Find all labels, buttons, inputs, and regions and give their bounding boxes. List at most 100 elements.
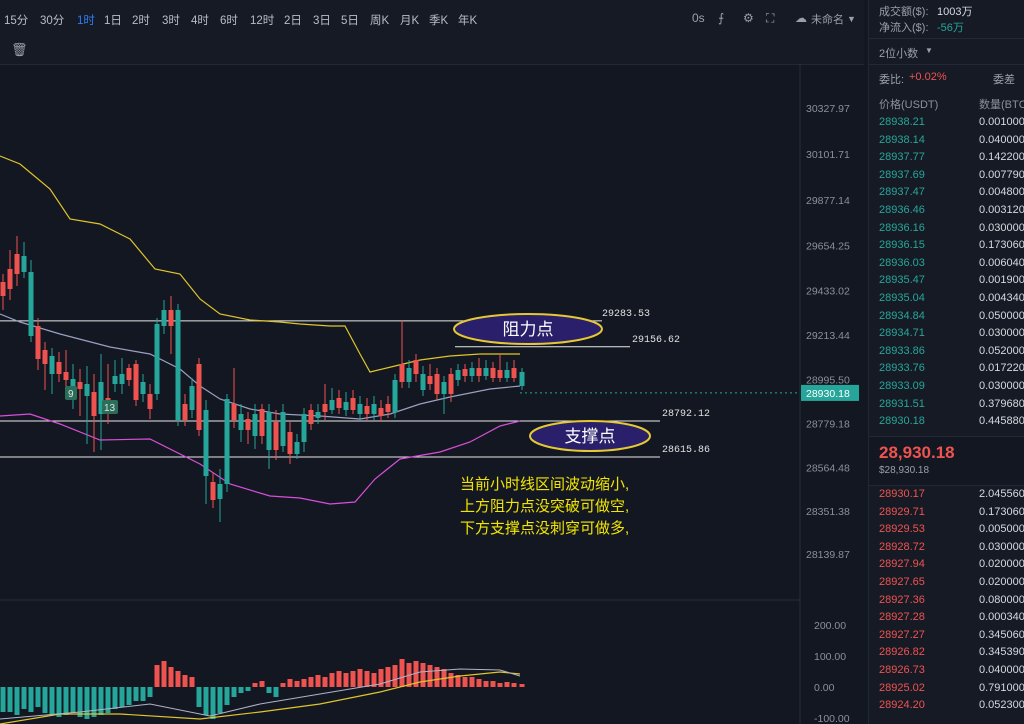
candlestick-chart[interactable]: 30327.97 30101.71 29877.14 29654.25 29433.02… xyxy=(0,64,864,724)
ask-row[interactable]: 28938.21 0.001000 xyxy=(869,114,1024,132)
ask-row[interactable]: 28936.16 0.030000 xyxy=(869,220,1024,238)
bid-row[interactable]: 28925.02 0.791000 xyxy=(869,680,1024,698)
timeframe-4[interactable]: 2时 xyxy=(132,15,150,27)
bid-price: 28929.71 xyxy=(879,505,925,518)
ask-row[interactable]: 28934.84 0.050000 xyxy=(869,308,1024,326)
price-tick: 28139.87 xyxy=(806,549,850,561)
bid-row[interactable]: 28930.17 2.045560 xyxy=(869,486,1024,504)
bid-row[interactable]: 28927.94 0.020000 xyxy=(869,556,1024,574)
timeframe-9[interactable]: 2日 xyxy=(284,15,302,27)
price-tick: 29654.25 xyxy=(806,240,850,252)
macd-bar xyxy=(490,681,496,687)
ask-row[interactable]: 28937.47 0.004800 xyxy=(869,184,1024,202)
ask-row[interactable]: 28933.09 0.030000 xyxy=(869,378,1024,396)
layout-name[interactable]: 未命名 xyxy=(811,14,844,26)
macd-bar xyxy=(308,677,314,687)
bid-row[interactable]: 28927.28 0.000340 xyxy=(869,609,1024,627)
ask-qty: 0.030000 xyxy=(979,327,1024,340)
bid-price: 28927.27 xyxy=(879,628,925,641)
bid-row[interactable]: 28926.82 0.345390 xyxy=(869,644,1024,662)
ask-price: 28933.86 xyxy=(879,344,925,357)
indicator-icon[interactable]: ⨍ xyxy=(718,11,725,25)
ask-price: 28936.15 xyxy=(879,239,925,252)
countdown-label[interactable]: 0s xyxy=(692,11,705,25)
timeframe-1[interactable]: 30分 xyxy=(40,15,65,27)
bid-row[interactable]: 28929.53 0.005000 xyxy=(869,521,1024,539)
macd-bar xyxy=(28,687,34,712)
timeframe-7[interactable]: 6时 xyxy=(220,15,238,27)
resistance-line-2-label: 29156.62 xyxy=(632,335,680,346)
ask-row[interactable]: 28937.77 0.142200 xyxy=(869,149,1024,167)
macd-bar xyxy=(322,677,328,687)
trash-icon[interactable]: 🗑 xyxy=(11,42,28,57)
ask-row[interactable]: 28938.14 0.040000 xyxy=(869,132,1024,150)
ask-row[interactable]: 28930.18 0.445880 xyxy=(869,413,1024,431)
chart-canvas[interactable]: 30327.97 30101.71 29877.14 29654.25 29433.02… xyxy=(0,64,864,724)
td-marker-13 xyxy=(102,400,118,414)
candle-body xyxy=(497,370,503,378)
ask-qty: 0.052000 xyxy=(979,344,1024,357)
macd-bar xyxy=(462,677,468,687)
bid-row[interactable]: 28929.71 0.173060 xyxy=(869,504,1024,522)
price-tick: 29433.02 xyxy=(806,285,850,297)
ask-row[interactable]: 28935.47 0.001900 xyxy=(869,272,1024,290)
timeframe-6[interactable]: 4时 xyxy=(191,15,209,27)
bid-price: 28929.53 xyxy=(879,523,925,536)
chevron-down-icon[interactable]: ▼ xyxy=(925,46,933,55)
macd-bar xyxy=(427,665,433,687)
macd-bar xyxy=(343,673,349,687)
bid-qty: 0.030000 xyxy=(979,540,1024,553)
bid-row[interactable]: 28927.65 0.020000 xyxy=(869,574,1024,592)
timeframe-3[interactable]: 1日 xyxy=(104,15,122,27)
fullscreen-icon[interactable]: ⛶ xyxy=(766,11,775,25)
bid-row[interactable]: 28928.72 0.030000 xyxy=(869,539,1024,557)
ask-row[interactable]: 28934.71 0.030000 xyxy=(869,325,1024,343)
timeframe-0[interactable]: 15分 xyxy=(4,15,29,27)
chevron-down-icon[interactable]: ▼ xyxy=(847,14,856,24)
ask-row[interactable]: 28931.51 0.379680 xyxy=(869,396,1024,414)
timeframe-2[interactable]: 1时 xyxy=(77,15,95,27)
candle-body xyxy=(329,400,335,410)
timeframe-12[interactable]: 周K xyxy=(370,15,390,27)
precision-select[interactable]: 2位小数 xyxy=(879,48,919,60)
timeframe-14[interactable]: 季K xyxy=(429,15,449,27)
bid-qty: 2.045560 xyxy=(979,488,1024,500)
cloud-icon[interactable]: ☁ xyxy=(795,11,807,25)
mid-price-usd: $28,930.18 xyxy=(879,465,930,476)
ask-row[interactable]: 28936.46 0.003120 xyxy=(869,202,1024,220)
timeframe-5[interactable]: 3时 xyxy=(162,15,180,27)
macd-tick: 100.00 xyxy=(814,651,846,663)
timeframe-11[interactable]: 5日 xyxy=(341,15,359,27)
macd-bar xyxy=(112,687,118,709)
ask-row[interactable]: 28937.69 0.007790 xyxy=(869,167,1024,185)
candle-body xyxy=(259,409,265,436)
timeframe-10[interactable]: 3日 xyxy=(313,15,331,27)
current-price-tag-bg xyxy=(801,384,859,401)
candle-body xyxy=(448,374,454,394)
ask-row[interactable]: 28933.86 0.052000 xyxy=(869,343,1024,361)
bid-row[interactable]: 28926.73 0.040000 xyxy=(869,662,1024,680)
ask-row[interactable]: 28936.15 0.173060 xyxy=(869,237,1024,255)
diff-label: 委差 xyxy=(993,74,1015,86)
timeframe-8[interactable]: 12时 xyxy=(250,15,275,27)
ask-price: 28936.46 xyxy=(879,204,925,216)
price-tick: 28995.50 xyxy=(806,375,850,387)
bid-row[interactable]: 28924.20 0.052300 xyxy=(869,697,1024,715)
macd-bar xyxy=(0,687,6,712)
bid-qty: 0.020000 xyxy=(979,558,1024,571)
annotation-line-1: 当前小时线区间波动缩小, xyxy=(460,476,630,493)
bid-price: 28924.20 xyxy=(879,699,925,712)
bid-row[interactable]: 28927.36 0.080000 xyxy=(869,592,1024,610)
ask-row[interactable]: 28935.04 0.004340 xyxy=(869,290,1024,308)
macd-bar xyxy=(175,671,181,687)
candle-body xyxy=(364,406,370,414)
ask-row[interactable]: 28933.76 0.017220 xyxy=(869,360,1024,378)
timeframe-13[interactable]: 月K xyxy=(400,15,420,27)
bid-row[interactable]: 28927.27 0.345060 xyxy=(869,627,1024,645)
candle-body xyxy=(168,310,174,326)
macd-bar xyxy=(252,683,258,687)
settings-icon[interactable]: ⚙ xyxy=(743,11,754,25)
timeframe-15[interactable]: 年K xyxy=(458,15,478,27)
macd-bar xyxy=(168,667,174,687)
ask-row[interactable]: 28936.03 0.006040 xyxy=(869,255,1024,273)
